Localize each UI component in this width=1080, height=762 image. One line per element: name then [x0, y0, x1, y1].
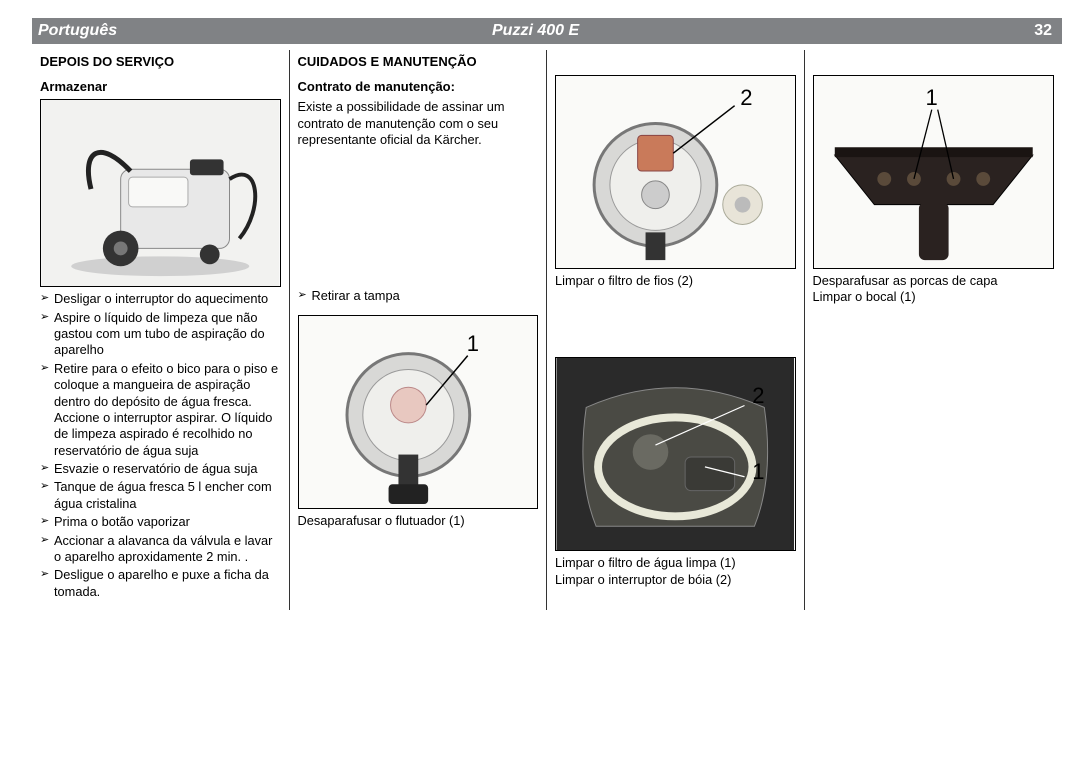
figure-freshwater-filter: 2 1 [555, 357, 796, 551]
col2-paragraph: Existe a possibilidade de assinar um con… [298, 99, 539, 148]
manual-page: Português Puzzi 400 E 32 DEPOIS DO SERVI… [0, 0, 1080, 762]
col1-step-5: Tanque de água fresca 5 l encher com águ… [40, 479, 281, 512]
col2-heading: CUIDADOS E MANUTENÇÃO [298, 54, 539, 71]
lint-filter-icon [556, 76, 795, 268]
col4-caption1b: Limpar o bocal (1) [813, 289, 1055, 305]
col3-caption2b: Limpar o interruptor de bóia (2) [555, 572, 796, 588]
col1-step-3: Retire para o efeito o bico para o piso … [40, 361, 281, 459]
callout-3b: 1 [752, 458, 764, 486]
header-bar: Português Puzzi 400 E 32 [32, 18, 1062, 44]
callout-4: 1 [926, 84, 938, 112]
col2-step1-list: Retirar a tampa [298, 288, 539, 304]
figure-nozzle: 1 [813, 75, 1055, 269]
header-page-number: 32 [1002, 22, 1062, 40]
col1-step-8: Desligue o aparelho e puxe a ficha da to… [40, 567, 281, 600]
col2-step1: Retirar a tampa [298, 288, 539, 304]
figure-machine-stored [40, 99, 281, 287]
columns: DEPOIS DO SERVIÇO Armazenar Desligar o i… [32, 50, 1062, 610]
col1-step-4: Esvazie o reservatório de água suja [40, 461, 281, 477]
header-product: Puzzi 400 E [492, 22, 1002, 40]
col1-subheading: Armazenar [40, 79, 281, 96]
figure-float-unscrew: 1 [298, 315, 539, 509]
col1-steps: Desligar o interruptor do aquecimento Asp… [40, 291, 281, 600]
header-language: Português [32, 22, 492, 40]
float-unscrew-icon [299, 316, 538, 508]
figure-lint-filter: 2 [555, 75, 796, 269]
col2-caption2: Desaparafusar o flutuador (1) [298, 513, 539, 529]
col1-step-6: Prima o botão vaporizar [40, 514, 281, 530]
col3-caption1: Limpar o filtro de fios (2) [555, 273, 796, 289]
column-2: CUIDADOS E MANUTENÇÃO Contrato de manute… [290, 50, 548, 610]
col3-caption2a: Limpar o filtro de água limpa (1) [555, 555, 796, 571]
col1-step-7: Accionar a alavanca da válvula e lavar o… [40, 533, 281, 566]
machine-stored-icon [41, 100, 280, 286]
col1-step-1: Desligar o interruptor do aquecimento [40, 291, 281, 307]
callout-3a: 2 [752, 382, 764, 410]
column-4: 1 Desparafusar as porcas de capa Limpar … [805, 50, 1063, 610]
col2-subheading: Contrato de manutenção: [298, 79, 539, 96]
callout-2a: 2 [740, 84, 752, 112]
callout-1: 1 [467, 330, 479, 358]
column-3: 2 Limpar o filtro de fios (2) 2 1 Limpar… [547, 50, 805, 610]
col1-heading: DEPOIS DO SERVIÇO [40, 54, 281, 71]
column-1: DEPOIS DO SERVIÇO Armazenar Desligar o i… [32, 50, 290, 610]
col4-caption1a: Desparafusar as porcas de capa [813, 273, 1055, 289]
col1-step-2: Aspire o líquido de limpeza que não gast… [40, 310, 281, 359]
